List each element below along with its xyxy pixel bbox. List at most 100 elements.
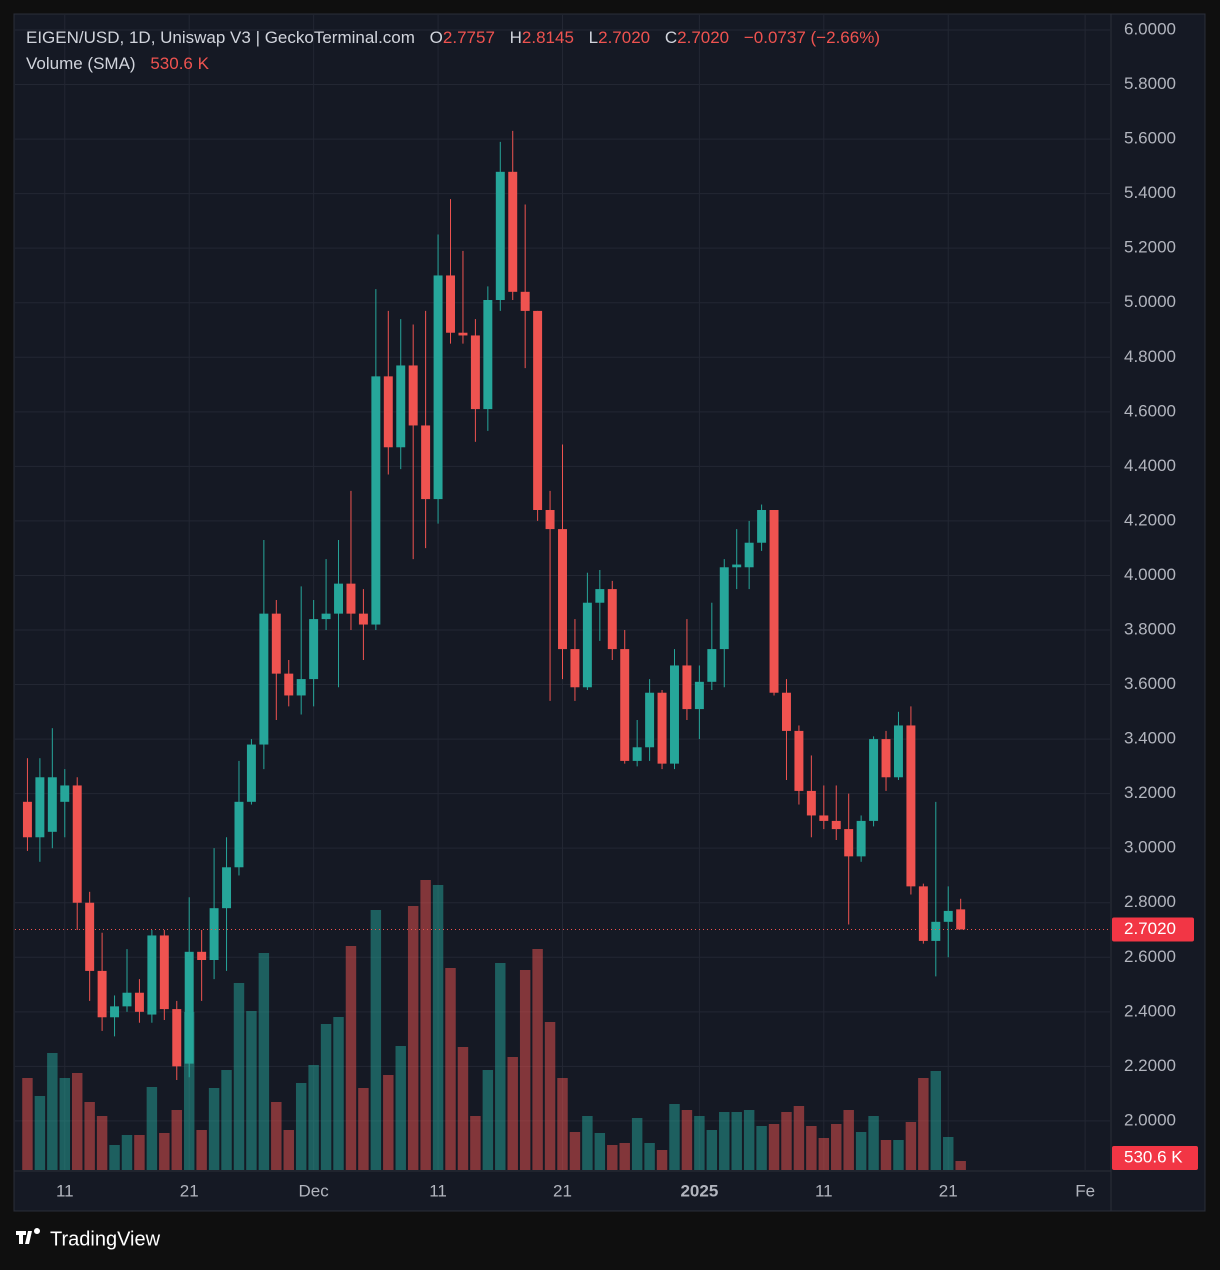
y-tick-label: 4.8000: [1124, 347, 1176, 366]
y-tick-label: 5.0000: [1124, 292, 1176, 311]
y-tick-label: 6.0000: [1124, 19, 1176, 38]
volume-bar: [594, 1133, 606, 1170]
last-price-label: 2.7020: [1124, 919, 1176, 938]
candle-body: [346, 583, 356, 614]
volume-bar: [955, 1161, 966, 1170]
volume-bar: [196, 1130, 207, 1170]
candle-body: [931, 921, 941, 941]
candle-body: [831, 820, 841, 830]
volume-bar: [644, 1143, 655, 1170]
candle-body: [707, 649, 717, 682]
volume-bar: [22, 1078, 33, 1170]
volume-bar: [818, 1138, 830, 1170]
volume-bar: [109, 1145, 120, 1170]
volume-bar: [457, 1047, 469, 1170]
candle-body: [744, 542, 754, 568]
y-tick-label: 3.0000: [1124, 838, 1176, 857]
candle-body: [881, 739, 891, 778]
candle-body: [184, 951, 194, 1064]
volume-bar: [918, 1078, 929, 1170]
candle-body: [495, 171, 505, 300]
volume-bar: [308, 1065, 319, 1170]
y-tick-label: 4.4000: [1124, 456, 1176, 475]
volume-bar: [358, 1088, 369, 1170]
x-tick-label: 21: [553, 1181, 572, 1200]
x-tick-label: 21: [180, 1181, 199, 1200]
volume-bar: [743, 1110, 755, 1170]
volume-bar: [59, 1078, 70, 1170]
candle-body: [458, 332, 468, 336]
candle-body: [558, 529, 567, 650]
candle-body: [819, 815, 829, 821]
legend-line: EIGEN/USD, 1D, Uniswap V3 | GeckoTermina…: [26, 28, 880, 47]
volume-label: Volume (SMA): [26, 54, 136, 73]
h-label: H: [510, 28, 522, 47]
candle-body: [794, 730, 804, 791]
volume-bar: [619, 1143, 630, 1170]
x-tick-label: 11: [56, 1181, 74, 1200]
volume-bar: [271, 1102, 282, 1170]
volume-bar: [905, 1122, 917, 1170]
volume-bar: [781, 1112, 792, 1170]
candle-body: [570, 649, 580, 688]
volume-bar: [582, 1116, 593, 1170]
candle-body: [72, 785, 82, 903]
volume-bar: [159, 1133, 170, 1170]
candle-body: [159, 935, 169, 1010]
candle-body: [172, 1009, 182, 1067]
o-label: O: [430, 28, 443, 47]
candle-body: [309, 619, 319, 680]
y-tick-label: 2.4000: [1124, 1001, 1176, 1020]
volume-bar: [768, 1124, 780, 1170]
candle-body: [371, 376, 381, 625]
volume-bar: [121, 1135, 133, 1170]
candle-body: [856, 820, 866, 857]
candle-body: [122, 992, 132, 1007]
candle-body: [582, 602, 592, 688]
volume-bar: [208, 1088, 220, 1170]
volume-bar: [669, 1104, 680, 1170]
candle-body: [607, 589, 617, 650]
c-value: 2.7020: [677, 28, 729, 47]
y-tick-label: 4.6000: [1124, 401, 1176, 420]
h-value: 2.8145: [522, 28, 574, 47]
candle-body: [396, 365, 406, 448]
y-tick-label: 5.6000: [1124, 129, 1176, 148]
volume-bar: [345, 946, 357, 1170]
x-tick-label: 2025: [680, 1181, 718, 1200]
candle-body: [97, 970, 107, 1018]
volume-bar: [482, 1070, 494, 1170]
volume-bar: [71, 1073, 83, 1170]
candle-body: [110, 1006, 120, 1018]
candle-body: [446, 275, 455, 333]
candle-body: [35, 777, 45, 838]
candle-body: [60, 785, 70, 802]
x-tick-label: 11: [429, 1181, 447, 1200]
y-tick-label: 4.2000: [1124, 510, 1176, 529]
candle-body: [134, 992, 144, 1012]
volume-bar: [283, 1130, 294, 1170]
last-price-badge: [1112, 917, 1194, 942]
candle-body: [271, 613, 281, 674]
candle-body: [246, 744, 256, 802]
volume-bar: [806, 1126, 817, 1170]
candle-body: [284, 673, 294, 696]
y-tick-label: 3.6000: [1124, 674, 1176, 693]
volume-bar: [868, 1116, 879, 1170]
y-tick-label: 2.8000: [1124, 892, 1176, 911]
volume-bar: [34, 1096, 46, 1170]
volume-bar: [656, 1150, 668, 1170]
candle-body: [682, 665, 692, 710]
candle-body: [893, 725, 903, 778]
volume-bar: [183, 1012, 195, 1170]
candle-body: [222, 867, 232, 909]
l-value: 2.7020: [598, 28, 650, 47]
candle-body: [632, 747, 642, 761]
volume-bar: [507, 1057, 518, 1170]
candle-body: [694, 681, 704, 710]
candle-body: [533, 310, 543, 510]
volume-bar: [855, 1132, 867, 1170]
l-label: L: [589, 28, 598, 47]
logo: TradingView: [16, 1228, 161, 1250]
